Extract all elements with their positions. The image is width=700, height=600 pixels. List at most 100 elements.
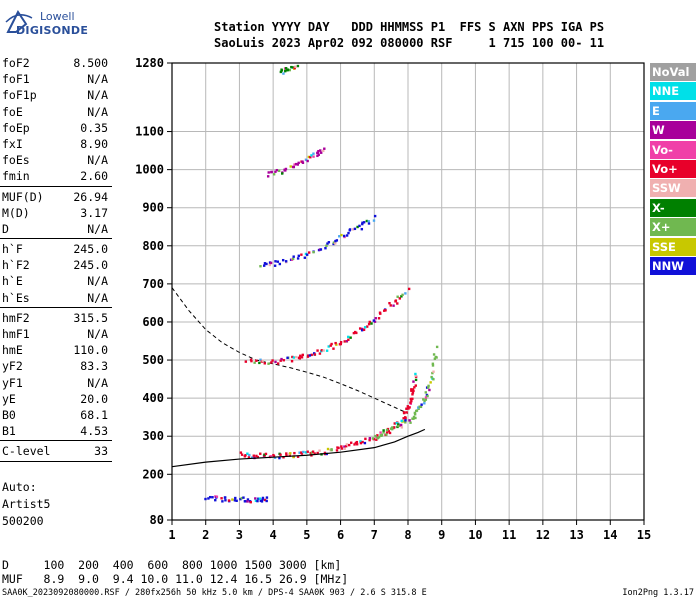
trace-point	[359, 440, 362, 443]
trace-point	[348, 443, 351, 447]
trace-point	[408, 419, 411, 422]
trace-point	[351, 228, 355, 231]
trace-point	[252, 454, 255, 457]
trace-point	[279, 453, 282, 456]
trace-point	[382, 429, 385, 432]
trace-point	[259, 452, 262, 455]
param-label: MUF(D)	[2, 189, 44, 204]
trace-point	[411, 388, 415, 391]
trace-point	[260, 500, 264, 503]
trace-point	[372, 219, 376, 222]
trace-point	[307, 155, 311, 159]
trace-point	[353, 443, 356, 446]
trace-point	[316, 151, 320, 154]
param-row-hf: h`F 245.0	[0, 241, 112, 257]
trace-point	[330, 342, 333, 346]
trace-point	[296, 163, 299, 166]
trace-point	[343, 447, 346, 450]
trace-point	[278, 456, 281, 460]
header-line1: Station YYYY DAY DDD HHMMSS P1 FFS S AXN…	[214, 20, 605, 34]
x-tick-label-11: 11	[502, 528, 516, 542]
param-label: foEp	[2, 120, 30, 135]
trace-point	[432, 378, 435, 381]
trace-point	[368, 438, 371, 442]
trace-third-hop	[259, 214, 377, 268]
trace-point	[393, 426, 396, 429]
trace-point	[326, 447, 330, 451]
trace-point	[284, 260, 288, 263]
trace-point	[286, 68, 290, 71]
trace-point	[304, 451, 308, 454]
x-tick-label-4: 4	[270, 528, 277, 542]
trace-point	[242, 496, 245, 499]
trace-point	[299, 354, 302, 357]
x-tick-label-10: 10	[468, 528, 482, 542]
trace-fourth-hop	[266, 147, 326, 178]
trace-point	[301, 160, 304, 163]
legend-w: W	[650, 121, 696, 140]
program-version: Ion2Png 1.3.17	[622, 588, 694, 598]
trace-point	[296, 64, 300, 68]
trace-point	[223, 496, 227, 499]
trace-point	[318, 352, 322, 355]
trace-point	[272, 453, 275, 457]
trace-point	[312, 155, 315, 158]
trace-point	[384, 309, 387, 312]
trace-point	[251, 456, 254, 459]
y-tick-label-300: 300	[142, 429, 164, 443]
trace-point	[398, 297, 402, 300]
antenna-icon	[5, 10, 33, 33]
trace-point	[395, 421, 398, 425]
trace-point	[275, 168, 279, 172]
trace-point	[360, 329, 364, 332]
trace-point	[427, 386, 430, 389]
trace-point	[239, 497, 242, 501]
trace-point	[258, 497, 262, 500]
trace-point	[368, 320, 371, 324]
trace-point	[379, 431, 382, 434]
trace-point	[389, 304, 392, 307]
trace-point	[233, 499, 237, 502]
param-label: foE	[2, 104, 23, 119]
trace-point	[239, 451, 243, 454]
trace-point	[430, 375, 433, 379]
param-row-md: M(D) 3.17	[0, 205, 112, 221]
trace-point	[404, 419, 407, 422]
trace-point	[338, 235, 341, 238]
trace-point	[319, 248, 323, 251]
trace-point	[417, 406, 420, 409]
param-row-hmf2: hmF2 315.5	[0, 310, 112, 326]
param-value: N/A	[87, 274, 108, 289]
legend-x: X+	[650, 218, 696, 237]
trace-point	[263, 362, 266, 365]
trace-point	[365, 219, 369, 223]
legend-vo: Vo+	[650, 159, 696, 178]
trace-point	[316, 451, 319, 455]
trace-point	[311, 450, 315, 453]
trace-point	[284, 167, 288, 171]
trace-point	[340, 233, 343, 237]
param-row-fof1: foF1 N/A	[0, 71, 112, 87]
y-tick-label-1280: 1280	[135, 56, 164, 70]
trace-point	[363, 326, 367, 329]
x-tick-label-2: 2	[202, 528, 209, 542]
auto-program: Artist5	[2, 497, 51, 511]
trace-point	[282, 456, 285, 459]
trace-point	[261, 496, 265, 500]
trace-point	[407, 287, 411, 291]
trace-point	[266, 175, 270, 178]
trace-point	[347, 335, 350, 339]
trace-point	[320, 151, 323, 154]
trace-point	[431, 364, 435, 367]
trace-point	[304, 158, 308, 162]
param-label: h`F	[2, 242, 23, 257]
param-value: 3.17	[80, 205, 108, 220]
trace-point	[323, 451, 327, 455]
trace-point	[263, 453, 266, 456]
trace-point	[264, 452, 268, 456]
trace-point	[400, 419, 403, 423]
trace-point	[290, 65, 293, 69]
trace-point	[305, 253, 309, 256]
trace-point	[240, 453, 244, 456]
trace-point	[343, 340, 346, 343]
